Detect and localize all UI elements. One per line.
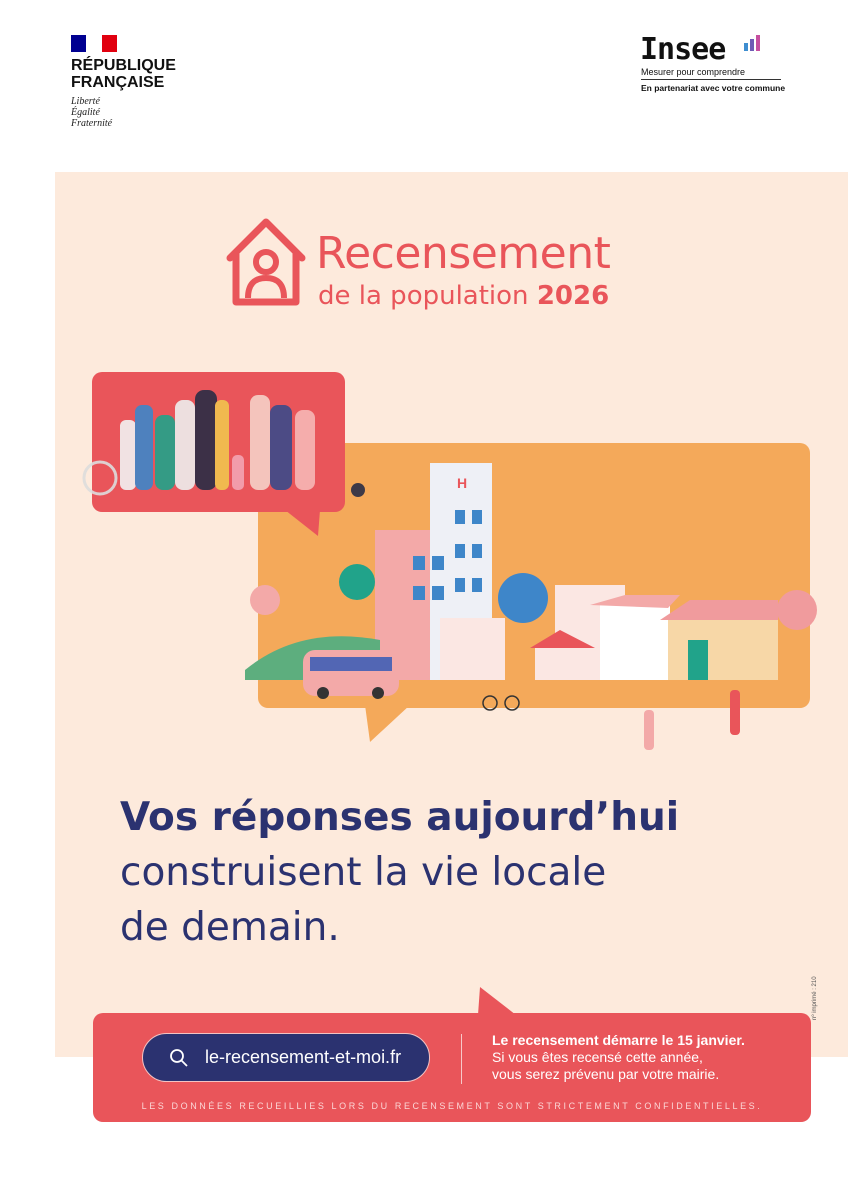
search-icon [170,1048,188,1067]
republique-francaise-logo-text: RÉPUBLIQUE FRANÇAISE [71,57,176,91]
website-url[interactable]: le-recensement-et-moi.fr [205,1047,402,1067]
campaign-subtitle: de la population 2026 [318,281,610,311]
headline: Vos réponses aujourd’hui construisent la… [120,795,680,950]
campaign-title: Recensement [316,228,611,279]
print-number: nº imprimé : 210 [812,976,818,1020]
divider [461,1034,462,1084]
insee-partnership: En partenariat avec votre commune [641,83,786,93]
divider [641,79,781,80]
svg-text:H: H [457,475,467,491]
speech-bubble-tail [478,987,516,1015]
start-info: Le recensement démarre le 15 janvier. Si… [492,1032,745,1082]
insee-logo: Insee [640,32,726,67]
house-person-icon [226,218,306,306]
insee-bars-icon [744,35,760,51]
marianne-logo [71,35,117,52]
confidentiality-notice: LES DONNÉES RECUEILLIES LORS DU RECENSEM… [141,1101,763,1111]
illustration-people-and-town: H [82,372,817,750]
insee-tagline: Mesurer pour comprendre [641,67,746,77]
website-link[interactable]: le-recensement-et-moi.fr [142,1033,430,1082]
republique-motto: Liberté Égalité Fraternité [71,96,113,129]
